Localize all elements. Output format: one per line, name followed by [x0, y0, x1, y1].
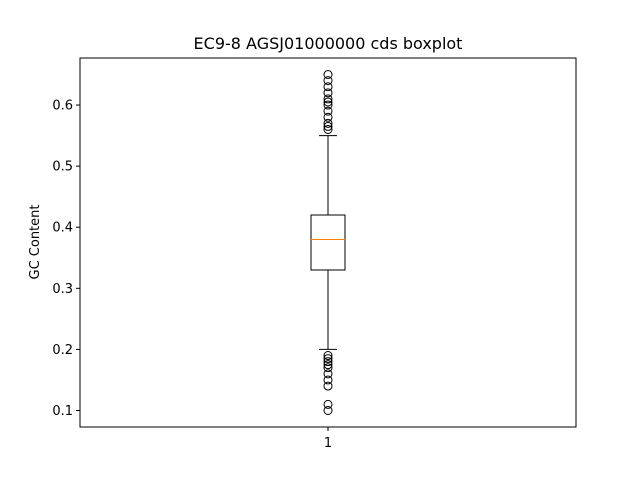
- outlier-point: [323, 351, 333, 361]
- outlier-point: [323, 354, 333, 364]
- outlier-point: [323, 76, 333, 86]
- outlier-point: [323, 124, 333, 134]
- plot-frame: [79, 57, 577, 428]
- outlier-point: [323, 369, 333, 379]
- outlier-point: [323, 375, 333, 385]
- outlier-point: [323, 357, 333, 367]
- y-tick-label: 0.6: [52, 99, 73, 114]
- iqr-box: [310, 214, 346, 271]
- outlier-point: [323, 100, 333, 110]
- outlier-point: [323, 88, 333, 98]
- outlier-point: [323, 360, 333, 370]
- outlier-point: [323, 406, 333, 416]
- outlier-point: [323, 97, 333, 107]
- outlier-point: [323, 118, 333, 128]
- outlier-point: [323, 121, 333, 131]
- y-tick-label: 0.2: [52, 343, 73, 358]
- outlier-point: [323, 363, 333, 373]
- outlier-point: [323, 106, 333, 116]
- y-tick-label: 0.5: [52, 160, 73, 175]
- outlier-point: [323, 381, 333, 391]
- plot-area: 0.1 0.2 0.3 0.4 0.5 0.6 1: [52, 69, 346, 451]
- y-tick-label: 0.3: [52, 282, 73, 297]
- outlier-point: [323, 82, 333, 92]
- y-tick-label: 0.1: [52, 404, 73, 419]
- outlier-point: [323, 399, 333, 409]
- chart-title: EC9-8 AGSJ01000000 cds boxplot: [194, 34, 463, 53]
- x-tick-label: 1: [324, 436, 332, 451]
- outlier-point: [323, 94, 333, 104]
- y-tick-label: 0.4: [52, 221, 73, 236]
- y-axis-label: GC Content: [28, 205, 43, 280]
- outlier-point: [323, 112, 333, 122]
- outlier-point: [323, 69, 333, 79]
